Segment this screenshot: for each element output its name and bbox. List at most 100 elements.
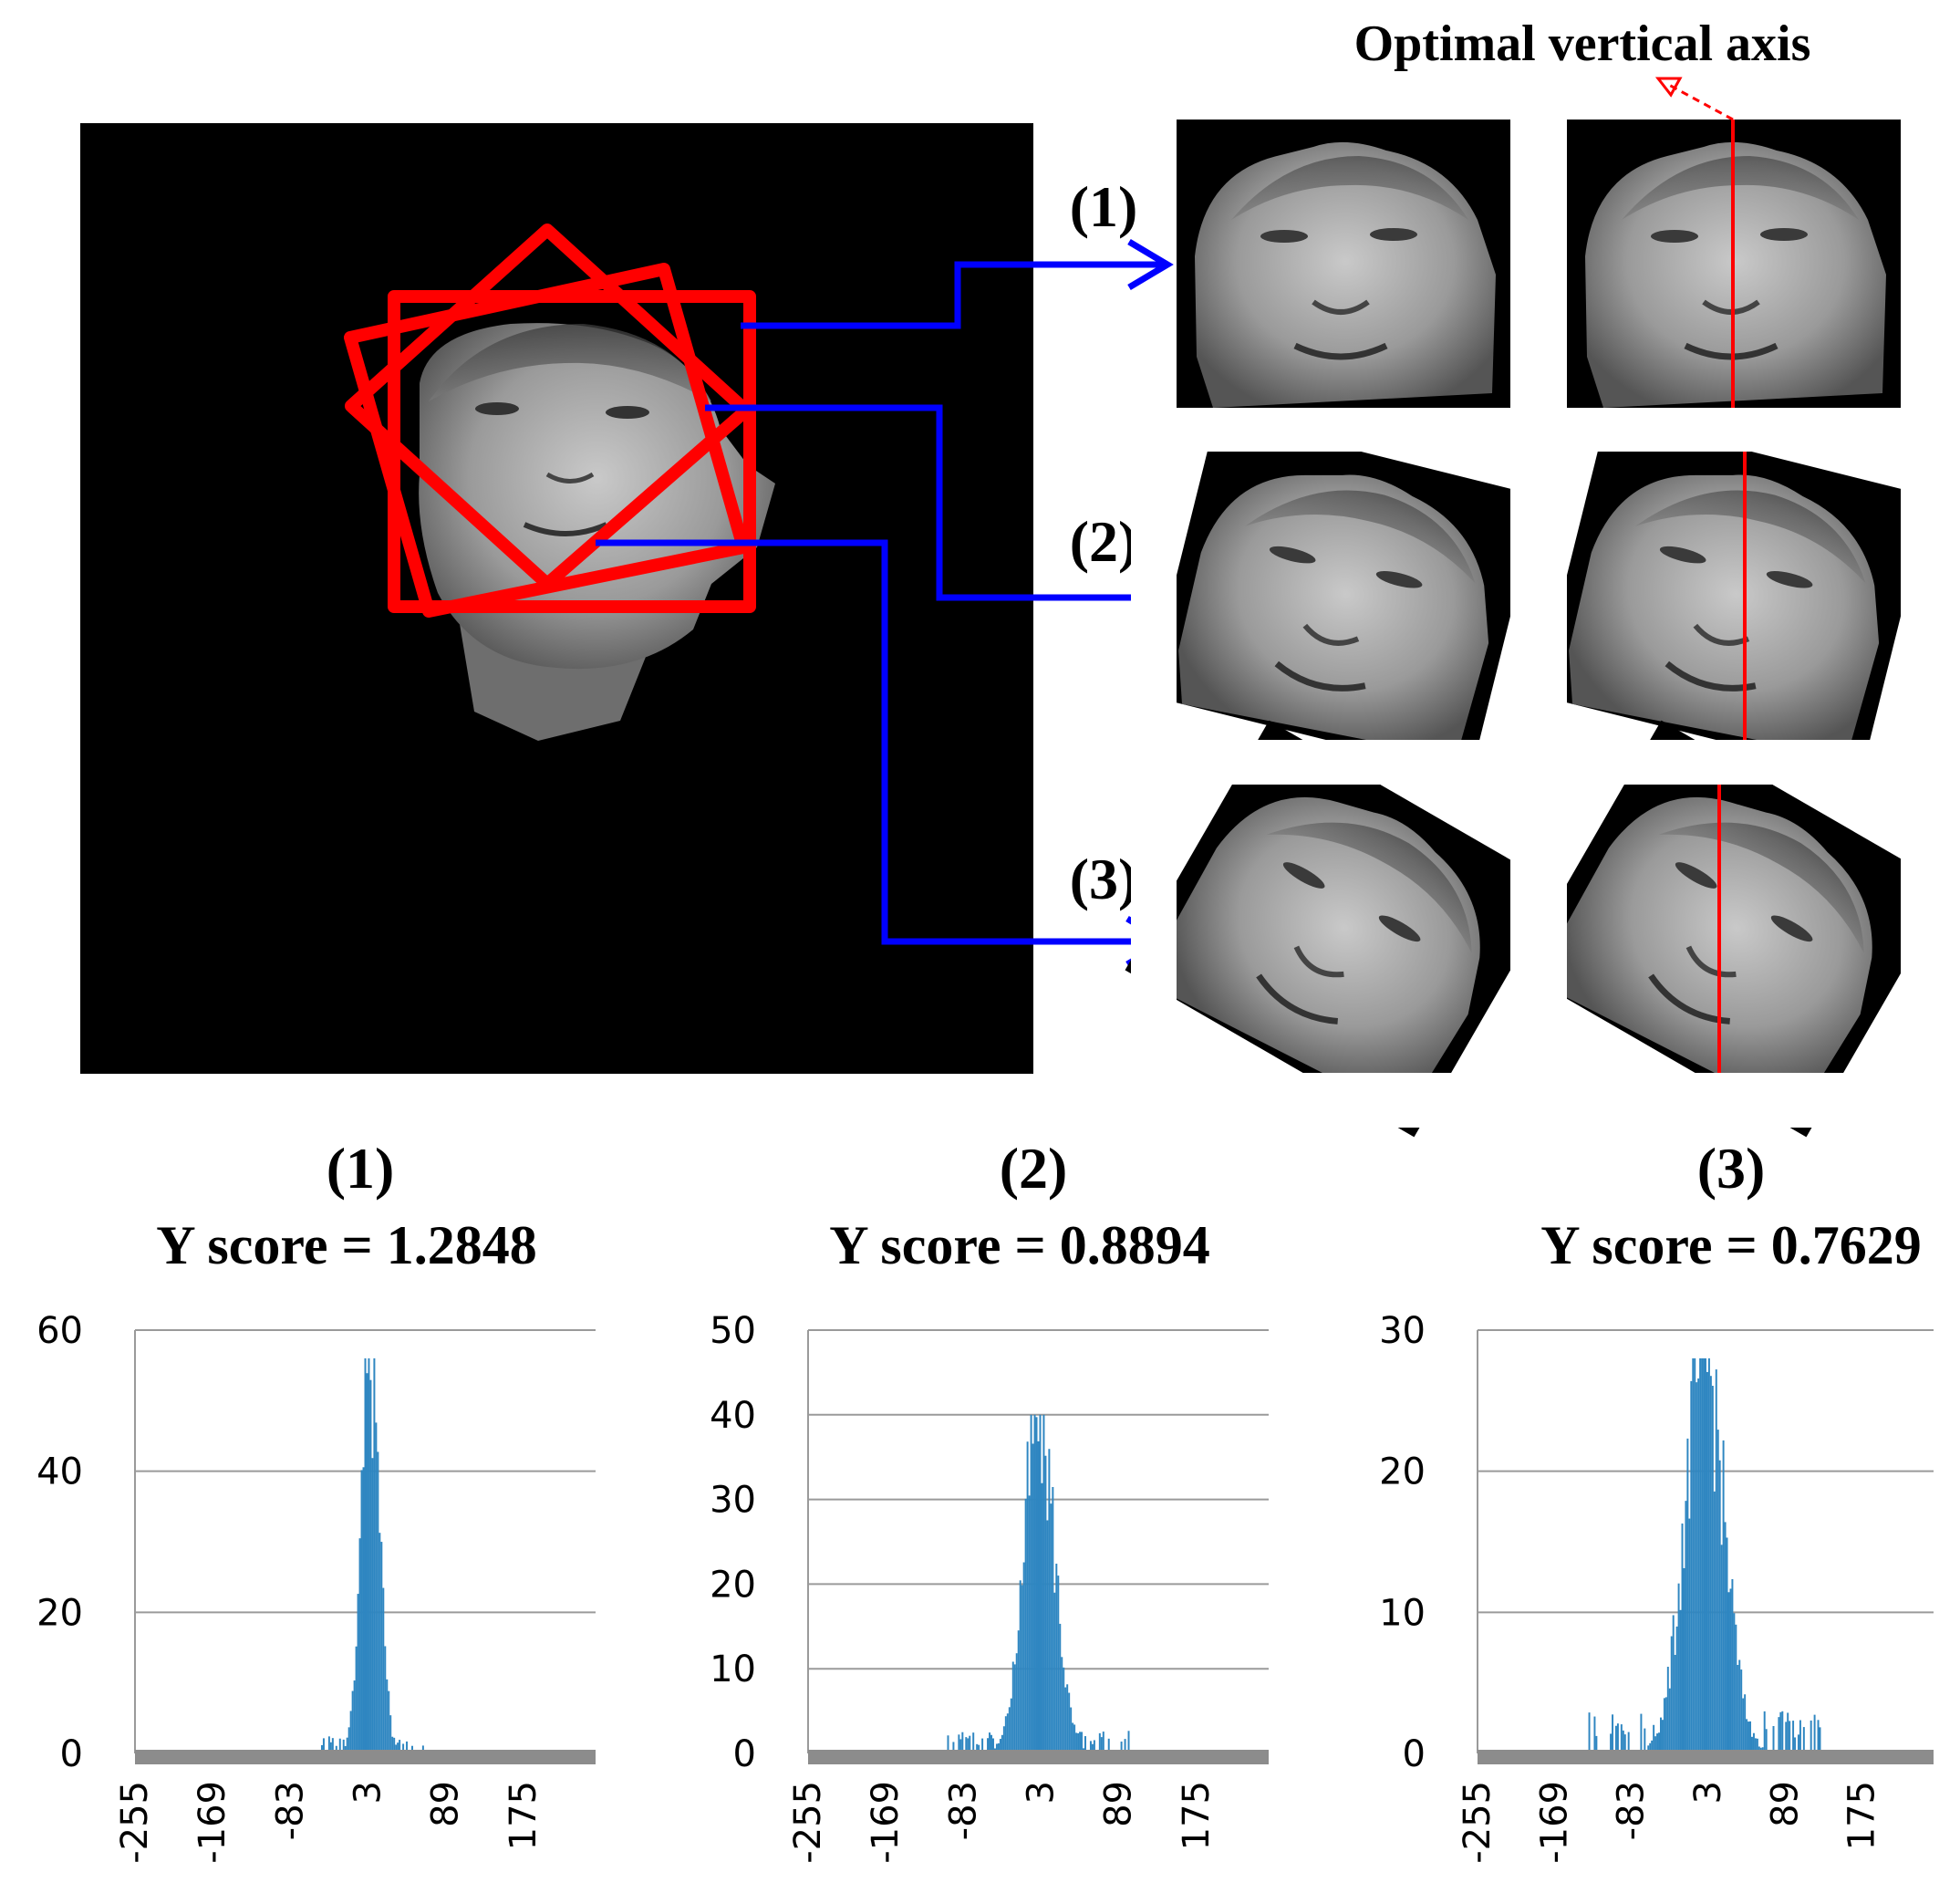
histogram-bar xyxy=(1084,1736,1086,1753)
histogram-bar xyxy=(342,1739,345,1753)
histogram-bar xyxy=(1081,1732,1084,1753)
histogram-bar xyxy=(1697,1378,1700,1753)
histogram-bar xyxy=(1709,1376,1712,1753)
histogram-bar xyxy=(1107,1738,1110,1753)
histogram-bar xyxy=(1037,1441,1040,1753)
x-axis-baseline xyxy=(135,1750,596,1764)
histogram-bar xyxy=(1727,1592,1730,1753)
histogram-bar xyxy=(349,1711,352,1753)
histogram-bar xyxy=(375,1422,378,1753)
histogram-bar xyxy=(1046,1520,1049,1753)
histogram-bar xyxy=(1120,1741,1123,1753)
histogram-bar xyxy=(1004,1716,1007,1753)
histogram-bar xyxy=(952,1742,955,1753)
histogram-bar xyxy=(1044,1455,1047,1753)
histogram-bar xyxy=(1008,1707,1011,1753)
histogram-title: Y score = 0.7629 xyxy=(1540,1215,1921,1275)
arrow-1 xyxy=(741,261,1167,329)
histogram-bar xyxy=(1032,1443,1034,1753)
histogram-bar xyxy=(1792,1721,1795,1753)
histogram-bar xyxy=(1595,1735,1598,1753)
histogram-bar xyxy=(1747,1721,1750,1753)
histogram-bar xyxy=(1789,1721,1791,1753)
histogram-bar xyxy=(1059,1623,1062,1753)
y-tick-label: 20 xyxy=(36,1592,83,1634)
axis-pointer xyxy=(1666,82,1734,121)
histogram-bar xyxy=(1781,1711,1784,1753)
histogram-bar xyxy=(329,1742,332,1753)
histogram-bar xyxy=(1729,1588,1732,1753)
histogram-bar xyxy=(978,1744,980,1753)
crop-label-2: (2) xyxy=(1070,509,1138,574)
histogram-bar xyxy=(1039,1414,1042,1753)
top-label: Optimal vertical axis xyxy=(1354,16,1811,72)
histogram-bar xyxy=(1679,1609,1682,1753)
histogram-bar xyxy=(1660,1717,1662,1753)
histogram-bar xyxy=(347,1727,350,1753)
histogram-bar xyxy=(1692,1357,1695,1753)
histogram-bar xyxy=(1588,1712,1591,1753)
histogram-panel-label: (3) xyxy=(1697,1136,1766,1201)
histogram-bar xyxy=(1022,1562,1025,1753)
histogram-bar xyxy=(1677,1583,1680,1753)
histogram-panel-label: (1) xyxy=(327,1136,395,1201)
histogram-bar xyxy=(1735,1624,1737,1753)
histogram-bar xyxy=(981,1738,984,1753)
histogram-bar xyxy=(1707,1357,1710,1753)
histogram-bar xyxy=(1746,1719,1748,1753)
x-tick-label: 175 xyxy=(1176,1781,1218,1850)
histogram-bar xyxy=(1733,1613,1736,1753)
histogram-bar xyxy=(1057,1576,1060,1753)
histogram-bar xyxy=(1124,1739,1126,1753)
histogram-bar xyxy=(1035,1417,1038,1753)
histogram-bar xyxy=(990,1734,992,1753)
histogram-bar xyxy=(1686,1438,1689,1753)
histogram-bar xyxy=(1672,1615,1675,1753)
histogram-bar xyxy=(391,1736,394,1753)
x-tick-label: 175 xyxy=(503,1781,544,1850)
histogram-bar xyxy=(402,1743,405,1753)
histogram-bar xyxy=(393,1737,396,1753)
histogram-bar xyxy=(357,1594,359,1753)
histogram-bar xyxy=(992,1738,994,1753)
histogram-bar xyxy=(1066,1684,1069,1753)
histogram-bar xyxy=(1699,1357,1702,1753)
histogram-bar xyxy=(1787,1712,1789,1753)
histograms: (1) Y score = 1.2848 0 20 40 60 -255 -169 -83 3 89… xyxy=(36,1136,1934,1864)
x-tick-label: 89 xyxy=(425,1781,467,1827)
histogram-bar xyxy=(989,1732,991,1753)
histogram-1: (1) Y score = 1.2848 0 20 40 60 -255 -169 -83 3 89… xyxy=(36,1136,596,1864)
y-tick-label: 60 xyxy=(36,1310,83,1352)
histogram-bar xyxy=(1802,1727,1805,1753)
histogram-bar xyxy=(1077,1732,1080,1753)
y-tick-label: 30 xyxy=(710,1480,756,1522)
histogram-bar xyxy=(1701,1357,1704,1753)
histogram-bar xyxy=(351,1690,354,1753)
histogram-bar xyxy=(1647,1745,1650,1753)
histogram-bar xyxy=(364,1357,367,1753)
x-tick-label: 3 xyxy=(1687,1781,1729,1804)
histogram-title: Y score = 1.2848 xyxy=(156,1215,536,1275)
x-tick-label: 89 xyxy=(1098,1781,1140,1827)
histogram-bar xyxy=(1752,1732,1755,1753)
crop-masks xyxy=(1131,412,1960,1142)
histogram-bar xyxy=(1703,1357,1706,1753)
histogram-bar xyxy=(1033,1414,1036,1753)
histogram-bar xyxy=(362,1467,365,1753)
histogram-bar xyxy=(1616,1723,1619,1753)
histogram-bar xyxy=(1640,1713,1643,1753)
histogram-bar xyxy=(969,1735,971,1753)
histogram-bar xyxy=(1715,1369,1717,1753)
x-tick-label: -255 xyxy=(1457,1781,1499,1864)
histogram-bar xyxy=(976,1743,979,1753)
histogram-bar xyxy=(1024,1498,1027,1753)
histogram-bar xyxy=(958,1734,960,1753)
histogram-bar xyxy=(1001,1734,1003,1753)
x-tick-label: 89 xyxy=(1764,1781,1806,1827)
optimal-axis-lines xyxy=(1717,120,1747,1073)
histogram-bar xyxy=(1127,1731,1130,1753)
histogram-bar xyxy=(346,1737,348,1753)
histogram-bar xyxy=(1763,1711,1766,1753)
histogram-bar xyxy=(1742,1698,1745,1753)
